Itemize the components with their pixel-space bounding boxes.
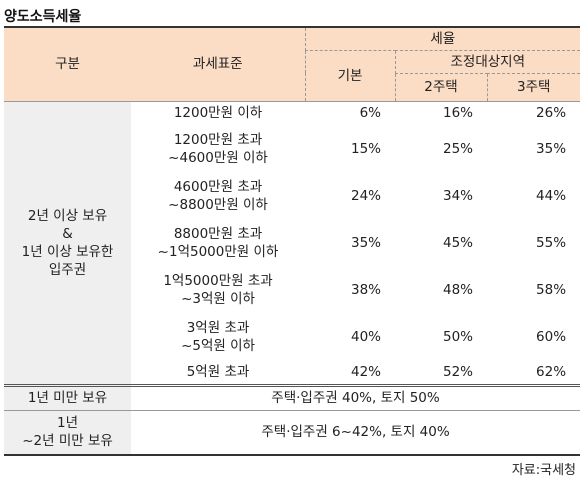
rate-basic: 15%	[350, 140, 381, 157]
row-base: 5억원 초과	[186, 363, 250, 380]
rate-two-house: 25%	[442, 140, 473, 157]
header-basic: 기본	[304, 50, 395, 101]
header-two-house: 2주택	[394, 73, 487, 101]
header-base: 과세표준	[192, 56, 243, 73]
header-rate: 세율	[304, 27, 581, 51]
tax-rate-table: 구분 과세표준 세율 기본 조정대상지역 2주택 3주택 2년 이상 보유 & 1…	[4, 26, 581, 456]
rate-two-house: 45%	[442, 234, 473, 251]
rate-three-house: 55%	[536, 234, 567, 251]
under1-rate-text: 주택·입주권 40%, 토지 50%	[271, 390, 440, 406]
rate-two-house: 52%	[442, 363, 473, 380]
rate-three-house: 62%	[536, 363, 567, 380]
rate-basic: 24%	[350, 187, 381, 204]
row-base: 1200만원 이하	[173, 105, 263, 122]
rate-two-house: 16%	[442, 105, 473, 122]
rate-basic: 42%	[350, 363, 381, 380]
row-base: 1200만원 초과 ~4600만원 이하	[168, 131, 268, 166]
source-note: 자료:국세청	[511, 463, 576, 478]
row-base: 1억5000만원 초과 ~3억원 이하	[163, 272, 273, 307]
rate-two-house: 48%	[442, 281, 473, 298]
rate-basic: 35%	[350, 234, 381, 251]
rate-two-house: 34%	[442, 187, 473, 204]
header-three-house: 3주택	[486, 73, 581, 101]
under2-rate-text: 주택·입주권 6~42%, 토지 40%	[261, 424, 450, 441]
rate-three-house: 35%	[536, 140, 567, 157]
table-title: 양도소득세율	[4, 9, 82, 25]
rate-three-house: 44%	[536, 187, 567, 204]
rate-three-house: 26%	[536, 105, 567, 122]
rate-basic: 6%	[359, 105, 381, 122]
row-base: 8800만원 초과 ~1억5000만원 이하	[157, 225, 279, 260]
header-gubun: 구분	[55, 56, 80, 73]
header-adjusted-area: 조정대상지역	[394, 50, 581, 74]
row-base: 4600만원 초과 ~8800만원 이하	[168, 178, 268, 213]
group-label-2year: 2년 이상 보유 & 1년 이상 보유한 입주권	[4, 101, 131, 385]
rate-three-house: 58%	[536, 281, 567, 298]
rate-three-house: 60%	[536, 328, 567, 345]
group-label-under2: 1년 ~2년 미만 보유	[4, 410, 131, 455]
rate-basic: 40%	[350, 328, 381, 345]
rate-two-house: 50%	[442, 328, 473, 345]
rate-basic: 38%	[350, 281, 381, 298]
row-base: 3억원 초과 ~5억원 이하	[181, 319, 255, 354]
group-label-under1: 1년 미만 보유	[4, 385, 131, 410]
